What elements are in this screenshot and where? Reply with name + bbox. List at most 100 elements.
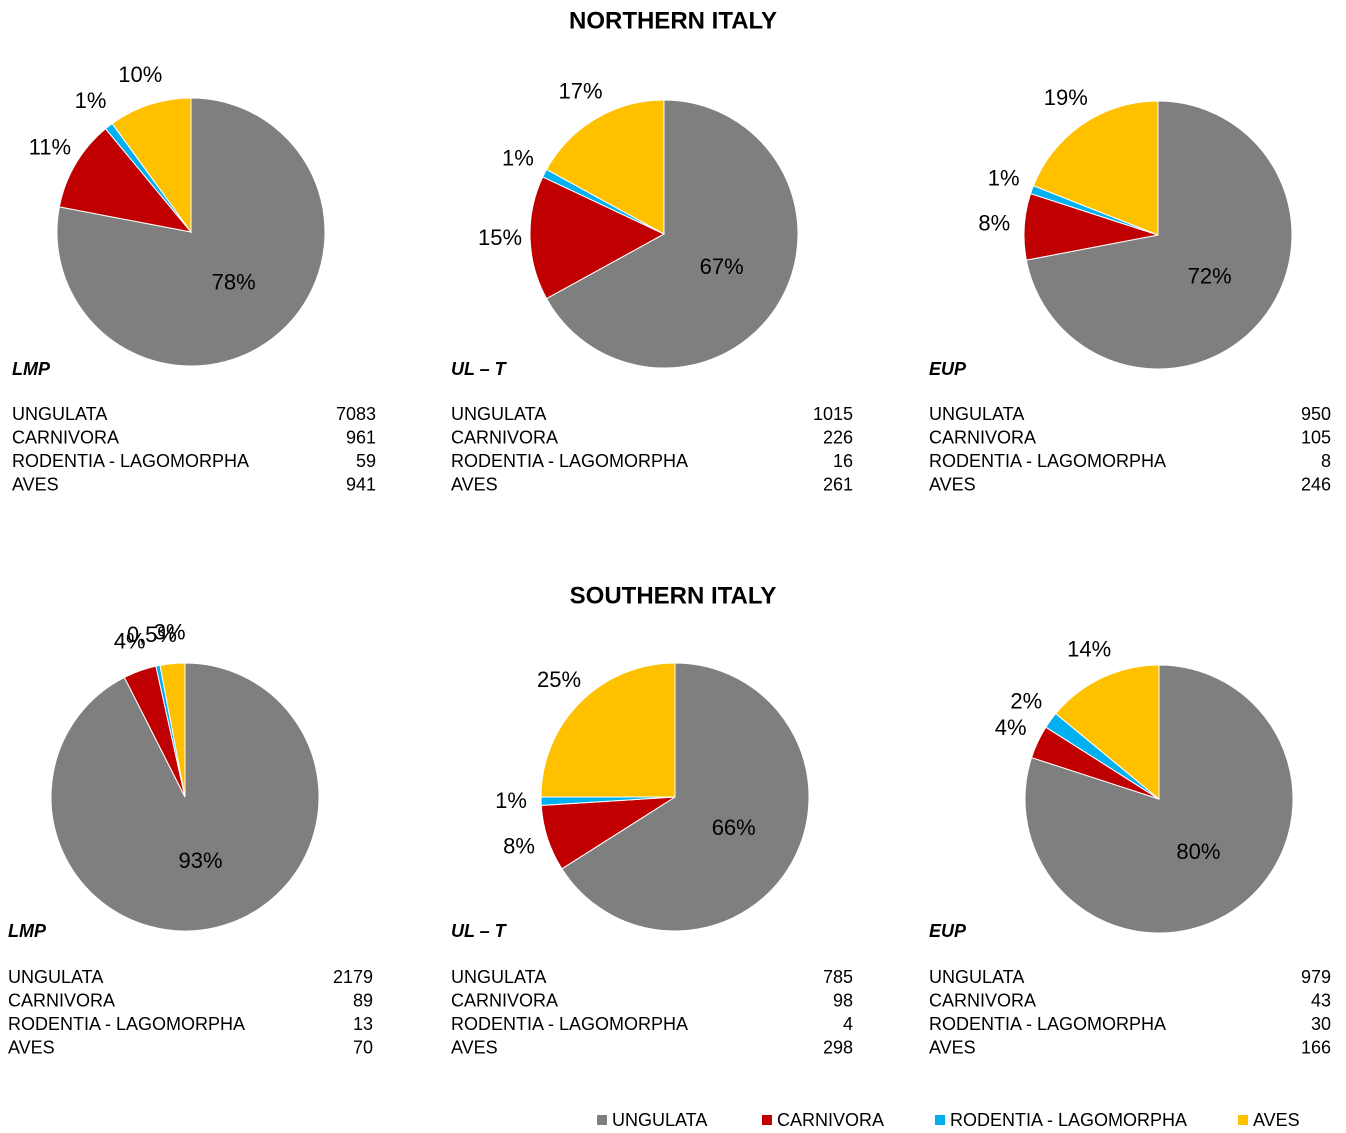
table-category: CARNIVORA — [8, 990, 115, 1010]
slice-label: 2% — [1010, 688, 1042, 713]
table-count: 98 — [833, 990, 853, 1010]
slice-label: 8% — [978, 211, 1010, 236]
slice-label: 25% — [537, 667, 581, 692]
pie-slice — [1032, 100, 1159, 236]
slice-label: 1% — [988, 165, 1020, 190]
chart-subtitle: UL – T — [451, 359, 508, 379]
table-count: 43 — [1311, 990, 1331, 1010]
section-title: NORTHERN ITALY — [569, 7, 777, 34]
table-category: CARNIVORA — [929, 990, 1036, 1010]
slice-label: 19% — [1044, 85, 1088, 110]
table-category: CARNIVORA — [929, 427, 1036, 447]
table-count: 13 — [353, 1014, 373, 1034]
slice-label: 1% — [495, 788, 527, 813]
table-category: AVES — [451, 1037, 498, 1057]
legend-swatch — [1238, 1115, 1248, 1125]
table-count: 246 — [1301, 474, 1331, 494]
chart-subtitle: LMP — [8, 921, 47, 941]
table-category: UNGULATA — [451, 404, 546, 424]
table-count: 226 — [823, 427, 853, 447]
table-category: UNGULATA — [929, 404, 1024, 424]
table-category: RODENTIA - LAGOMORPHA — [451, 1014, 688, 1034]
slice-label: 8% — [503, 833, 535, 858]
pie-slice — [1055, 664, 1160, 801]
pie-slice — [561, 662, 810, 932]
table-category: AVES — [451, 474, 498, 494]
slice-label: 67% — [700, 254, 744, 279]
slice-label: 66% — [712, 815, 756, 840]
table-count: 261 — [823, 474, 853, 494]
table-category: UNGULATA — [8, 967, 103, 987]
table-count: 4 — [843, 1014, 853, 1034]
table-count: 8 — [1321, 451, 1331, 471]
chart-subtitle: EUP — [929, 359, 967, 379]
legend-label: CARNIVORA — [777, 1110, 884, 1130]
pie-slice — [58, 128, 193, 233]
table-category: UNGULATA — [12, 404, 107, 424]
table-category: RODENTIA - LAGOMORPHA — [451, 451, 688, 471]
table-count: 2179 — [333, 967, 373, 987]
table-category: AVES — [929, 474, 976, 494]
table-category: RODENTIA - LAGOMORPHA — [929, 1014, 1166, 1034]
table-count: 30 — [1311, 1014, 1331, 1034]
table-count: 70 — [353, 1037, 373, 1057]
slice-label: 78% — [212, 269, 256, 294]
table-category: UNGULATA — [929, 967, 1024, 987]
table-count: 105 — [1301, 427, 1331, 447]
chart-subtitle: LMP — [12, 359, 51, 379]
table-category: AVES — [12, 474, 59, 494]
slice-label: 3% — [154, 620, 186, 645]
table-count: 298 — [823, 1037, 853, 1057]
pie-slice — [545, 99, 799, 369]
table-category: AVES — [8, 1037, 55, 1057]
slice-label: 1% — [502, 145, 534, 170]
pie-slice — [1025, 100, 1293, 370]
table-category: RODENTIA - LAGOMORPHA — [12, 451, 249, 471]
table-category: RODENTIA - LAGOMORPHA — [8, 1014, 245, 1034]
table-category: UNGULATA — [451, 967, 546, 987]
chart-subtitle: UL – T — [451, 921, 508, 941]
table-count: 166 — [1301, 1037, 1331, 1057]
table-category: CARNIVORA — [451, 427, 558, 447]
legend-label: AVES — [1253, 1110, 1300, 1130]
table-count: 979 — [1301, 967, 1331, 987]
slice-label: 72% — [1188, 264, 1232, 289]
legend-swatch — [935, 1115, 945, 1125]
table-count: 941 — [346, 474, 376, 494]
table-count: 785 — [823, 967, 853, 987]
table-category: CARNIVORA — [12, 427, 119, 447]
legend-label: UNGULATA — [612, 1110, 707, 1130]
slice-label: 10% — [118, 62, 162, 87]
slice-label: 0,5% — [127, 622, 177, 647]
slice-label: 4% — [995, 715, 1027, 740]
slice-label: 15% — [478, 225, 522, 250]
table-count: 59 — [356, 451, 376, 471]
slice-label: 17% — [558, 79, 602, 104]
table-count: 1015 — [813, 404, 853, 424]
table-count: 7083 — [336, 404, 376, 424]
slice-label: 11% — [29, 134, 71, 159]
pie-slice — [540, 662, 676, 798]
table-count: 950 — [1301, 404, 1331, 424]
slice-label: 14% — [1067, 636, 1111, 661]
legend-label: RODENTIA - LAGOMORPHA — [950, 1110, 1187, 1130]
section-title: SOUTHERN ITALY — [570, 582, 777, 609]
table-count: 961 — [346, 427, 376, 447]
slice-label: 4% — [114, 628, 146, 653]
table-category: CARNIVORA — [451, 990, 558, 1010]
slice-label: 93% — [179, 848, 223, 873]
table-count: 16 — [833, 451, 853, 471]
table-category: RODENTIA - LAGOMORPHA — [929, 451, 1166, 471]
slice-label: 80% — [1176, 839, 1220, 864]
pie-slice — [111, 97, 192, 234]
chart-subtitle: EUP — [929, 921, 967, 941]
pie-slice — [545, 99, 665, 235]
slice-label: 1% — [75, 88, 107, 113]
table-count: 89 — [353, 990, 373, 1010]
pie-slice — [529, 176, 666, 300]
legend-swatch — [597, 1115, 607, 1125]
legend-swatch — [762, 1115, 772, 1125]
pie-slice — [159, 662, 186, 798]
table-category: AVES — [929, 1037, 976, 1057]
